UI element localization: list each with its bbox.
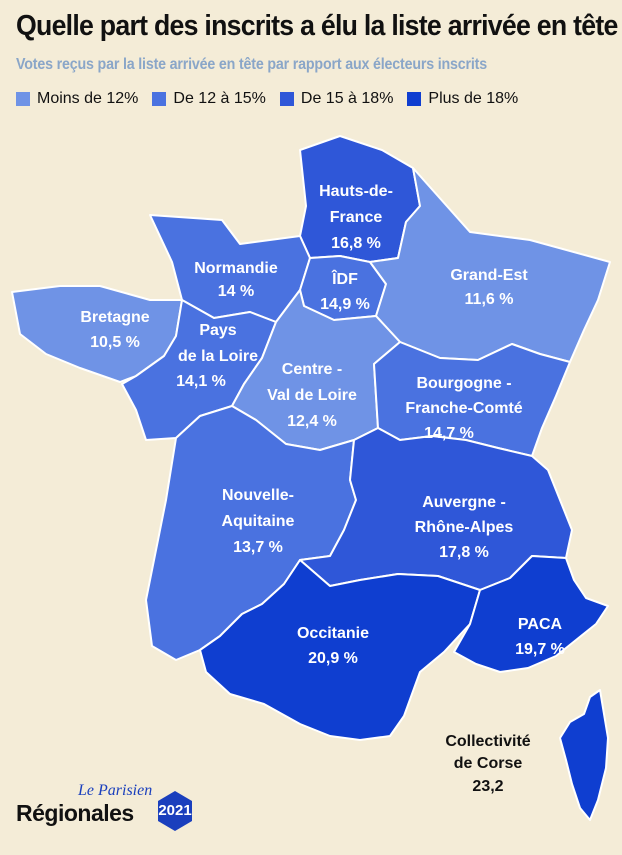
label-hauts-de-france-name-2: France	[330, 209, 383, 226]
label-bretagne-name: Bretagne	[80, 309, 149, 326]
label-normandie-value: 14 %	[218, 283, 254, 300]
label-bfc-value: 14,7 %	[424, 425, 474, 442]
label-grand-est-value: 11,6 %	[465, 291, 514, 308]
label-corse-name-2: de Corse	[454, 755, 523, 772]
label-nouvelle-aquitaine-name-2: Aquitaine	[222, 513, 295, 530]
legend-label-1: Moins de 12%	[37, 90, 139, 107]
legend-label-4: Plus de 18%	[428, 90, 519, 107]
label-ara-name-2: Rhône-Alpes	[415, 519, 514, 536]
label-corse-value: 23,2	[472, 778, 503, 795]
region-paca[interactable]	[453, 555, 609, 673]
label-bfc-name-2: Franche-Comté	[405, 400, 522, 417]
label-paca-value: 19,7 %	[515, 641, 565, 658]
legend-item-1: Moins de 12%	[16, 90, 138, 108]
page-subtitle: Votes reçus par la liste arrivée en tête…	[16, 56, 487, 73]
label-bretagne-value: 10,5 %	[90, 334, 140, 351]
section-name: Régionales	[16, 800, 134, 826]
region-corse[interactable]	[559, 689, 609, 821]
page-title: Quelle part des inscrits a élu la liste …	[16, 10, 618, 42]
legend-label-3: De 15 à 18%	[300, 90, 394, 107]
legend-swatch-3	[279, 92, 294, 106]
legend-item-2: De 12 à 15%	[152, 90, 266, 108]
legend-label-2: De 12 à 15%	[173, 90, 266, 107]
label-paca-name: PACA	[518, 616, 563, 633]
legend-swatch-4	[407, 92, 422, 106]
label-hauts-de-france-value: 16,8 %	[331, 235, 381, 252]
label-ara-value: 17,8 %	[439, 544, 489, 561]
label-centre-name-1: Centre -	[282, 361, 342, 378]
label-idf-name: ÎDF	[331, 269, 358, 288]
label-pays-de-la-loire-value: 14,1 %	[176, 373, 226, 390]
label-nouvelle-aquitaine-name-1: Nouvelle-	[222, 487, 294, 504]
label-hauts-de-france-name-1: Hauts-de-	[319, 183, 393, 200]
label-nouvelle-aquitaine-value: 13,7 %	[233, 539, 283, 556]
label-occitanie-name: Occitanie	[297, 625, 369, 642]
legend: Moins de 12% De 12 à 15% De 15 à 18% Plu…	[16, 90, 532, 108]
label-normandie-name: Normandie	[194, 260, 278, 277]
legend-swatch-1	[16, 92, 30, 106]
hexagon-icon	[158, 791, 192, 831]
label-ara-name-1: Auvergne -	[422, 494, 506, 511]
label-idf-value: 14,9 %	[320, 296, 370, 313]
label-corse-name-1: Collectivité	[445, 733, 530, 750]
legend-item-4: Plus de 18%	[407, 90, 518, 108]
publisher-logo: Le Parisien	[78, 782, 153, 799]
year-label: 2021	[158, 802, 192, 819]
label-centre-value: 12,4 %	[287, 413, 337, 430]
year-badge: 2021	[156, 790, 194, 832]
region-occitanie[interactable]	[199, 559, 481, 741]
label-occitanie-value: 20,9 %	[308, 650, 358, 667]
legend-swatch-2	[152, 92, 167, 106]
legend-item-3: De 15 à 18%	[279, 90, 394, 108]
label-bfc-name-1: Bourgogne -	[416, 375, 511, 392]
label-grand-est-name: Grand-Est	[450, 267, 528, 284]
label-pays-de-la-loire-name-2: de la Loire	[178, 348, 258, 365]
label-centre-name-2: Val de Loire	[267, 387, 357, 404]
label-pays-de-la-loire-name-1: Pays	[199, 322, 236, 339]
